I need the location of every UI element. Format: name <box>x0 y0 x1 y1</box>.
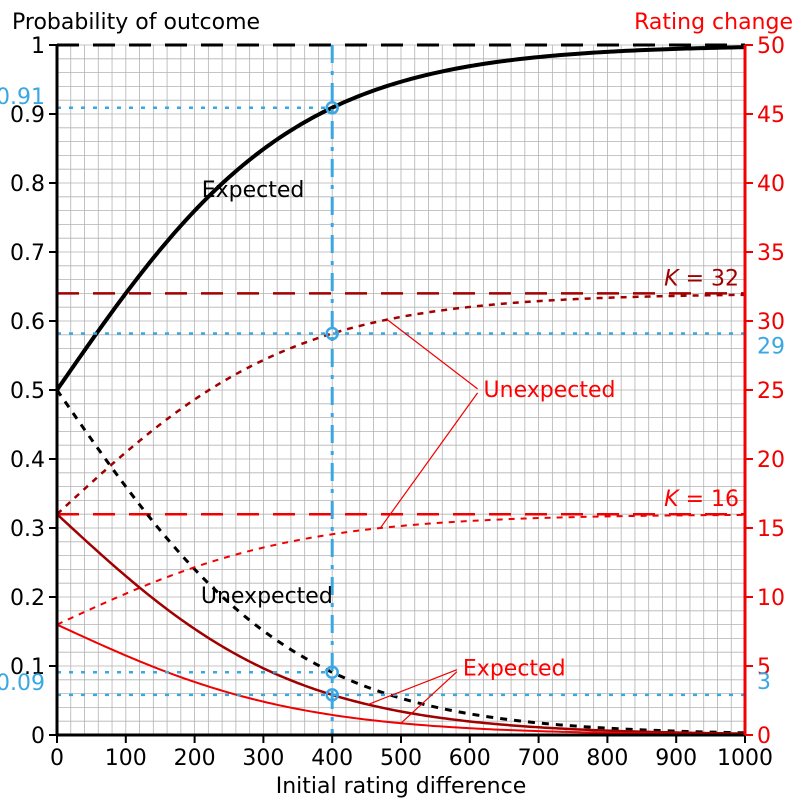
label-29: 29 <box>757 335 785 360</box>
label-0-09: 0.09 <box>0 671 45 696</box>
y-left-tick-label: 1 <box>31 34 45 59</box>
x-axis-label: Initial rating difference <box>276 774 526 799</box>
y-right-tick-label: 35 <box>757 241 785 266</box>
label-k16: K = 16 <box>664 487 739 512</box>
y-right-tick-label: 30 <box>757 310 785 335</box>
label-0-91: 0.91 <box>0 85 45 110</box>
x-tick-label: 500 <box>380 746 422 771</box>
x-tick-label: 600 <box>449 746 491 771</box>
y-left-tick-label: 0.6 <box>10 310 45 335</box>
y-left-tick-label: 0.3 <box>10 517 45 542</box>
y-left-tick-label: 0.4 <box>10 448 45 473</box>
x-tick-label: 900 <box>655 746 697 771</box>
label-unexpected-black: Unexpected <box>201 584 333 609</box>
label-k32: K = 32 <box>664 266 739 291</box>
y-right-tick-label: 0 <box>757 724 771 749</box>
elo-rating-chart: 0100200300400500600700800900100000.10.20… <box>0 0 800 800</box>
y-right-tick-label: 50 <box>757 34 785 59</box>
y-left-tick-label: 0.8 <box>10 172 45 197</box>
label-expected-red: Expected <box>463 657 566 682</box>
y-right-tick-label: 15 <box>757 517 785 542</box>
y-left-tick-label: 0.7 <box>10 241 45 266</box>
x-tick-label: 1000 <box>717 746 773 771</box>
y-right-tick-label: 10 <box>757 586 785 611</box>
x-tick-label: 300 <box>242 746 284 771</box>
y-right-tick-label: 25 <box>757 379 785 404</box>
y-left-tick-label: 0.5 <box>10 379 45 404</box>
label-3: 3 <box>757 670 771 695</box>
x-tick-label: 400 <box>311 746 353 771</box>
x-tick-label: 800 <box>586 746 628 771</box>
y-right-tick-label: 20 <box>757 448 785 473</box>
y-right-tick-label: 40 <box>757 172 785 197</box>
label-unexpected-red: Unexpected <box>484 378 616 403</box>
label-expected-black: Expected <box>202 178 305 203</box>
y-left-tick-label: 0.2 <box>10 586 45 611</box>
x-tick-label: 200 <box>174 746 216 771</box>
x-tick-label: 0 <box>50 746 64 771</box>
y-right-title: Rating change <box>634 10 793 35</box>
x-tick-label: 700 <box>518 746 560 771</box>
y-right-tick-label: 45 <box>757 103 785 128</box>
x-tick-label: 100 <box>105 746 147 771</box>
y-left-tick-label: 0 <box>31 724 45 749</box>
y-left-title: Probability of outcome <box>12 10 260 35</box>
